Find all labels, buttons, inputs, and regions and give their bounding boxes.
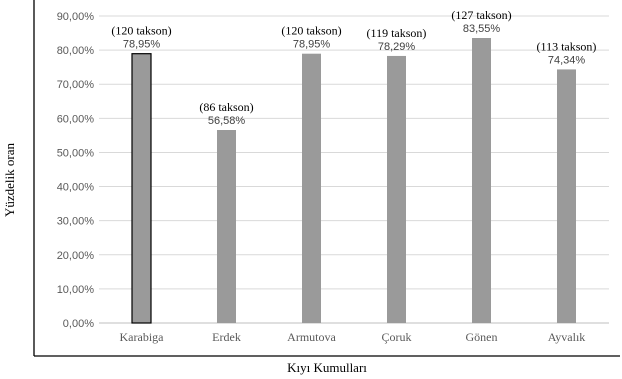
bar: [131, 53, 152, 324]
x-tick-label: Karabiga: [120, 330, 165, 344]
y-tick-label: 20,00%: [57, 250, 95, 262]
y-axis-ticks: 0,00% 10,00% 20,00% 30,00% 40,00% 50,00% 60,00…: [57, 11, 95, 330]
x-tick-label: Armutova: [287, 330, 336, 344]
chart-frame: [33, 0, 620, 357]
taxon-count-label: (86 takson): [199, 100, 253, 114]
data-label: 83,55%: [463, 23, 501, 35]
data-label: 74,34%: [548, 54, 586, 66]
y-tick-label: 30,00%: [57, 216, 95, 228]
y-tick-label: 90,00%: [57, 11, 95, 23]
data-label: 78,95%: [293, 39, 331, 51]
bar: [472, 38, 491, 323]
x-axis-title: Kıyı Kumulları: [287, 360, 367, 375]
x-tick-label: Gönen: [466, 330, 498, 344]
bar: [217, 129, 236, 323]
taxon-count-label: (119 takson): [367, 26, 427, 40]
x-tick-label: Ayvalık: [548, 330, 586, 344]
x-tick-label: Çoruk: [382, 330, 412, 344]
y-tick-label: 40,00%: [57, 182, 95, 194]
y-tick-label: 60,00%: [57, 113, 95, 125]
taxon-count-label: (113 takson): [537, 39, 597, 53]
x-tick-label: Erdek: [212, 330, 241, 344]
data-label: 78,95%: [123, 39, 161, 51]
y-axis-title: Yüzdelik oran: [2, 143, 17, 218]
bar: [302, 53, 321, 323]
taxon-count-label: (120 takson): [281, 24, 341, 38]
y-tick-label: 80,00%: [57, 45, 95, 57]
data-labels: (120 takson)78,95%(86 takson)56,58%(120 …: [111, 8, 596, 127]
y-tick-label: 50,00%: [57, 147, 95, 159]
taxon-count-label: (127 takson): [451, 8, 511, 22]
data-label: 56,58%: [208, 115, 246, 127]
y-tick-label: 70,00%: [57, 79, 95, 91]
y-tick-label: 0,00%: [63, 318, 94, 330]
bar: [557, 69, 576, 323]
bars: [131, 38, 576, 324]
y-tick-label: 10,00%: [57, 284, 95, 296]
taxon-count-label: (120 takson): [111, 24, 171, 38]
bar: [387, 55, 406, 323]
data-label: 78,29%: [378, 41, 416, 53]
x-axis-ticks: Karabiga Erdek Armutova Çoruk Gönen Ayvalık: [120, 330, 586, 344]
gridlines: [99, 15, 609, 324]
